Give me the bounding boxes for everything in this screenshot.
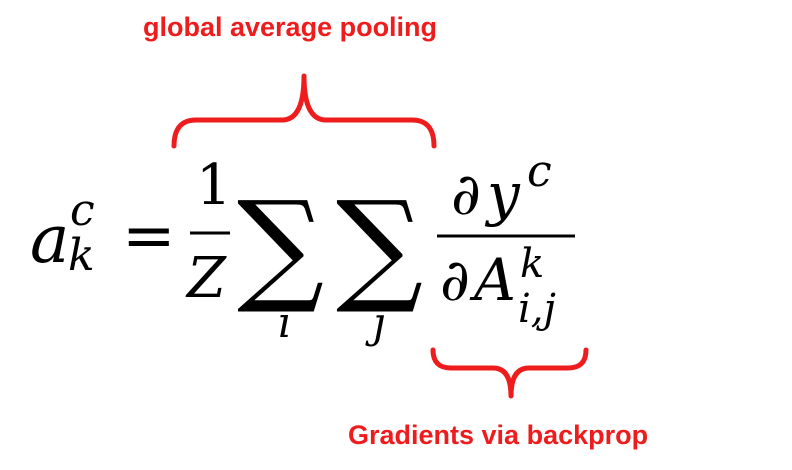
denominator-subscript-ij: i,j [518,286,556,332]
lhs-a: a [30,201,69,278]
gradients-via-backprop-label: Gradients via backprop [348,420,649,450]
sum-symbol-j: ∑ [336,175,423,317]
bottom-brace [430,347,589,399]
top-brace [171,73,437,149]
lhs-subscript-k: k [68,230,95,281]
numerator-partial: ∂ [451,160,481,228]
equals-sign: = [122,199,176,273]
lhs-superscript-c: c [70,185,95,236]
denominator-superscript-k: k [520,241,544,287]
global-average-pooling-label: global average pooling [143,12,438,42]
denominator-partial: ∂ [440,246,470,314]
sum-index-i: i [278,298,291,347]
numerator-y: y [484,160,521,228]
numerator-superscript-c: c [527,146,552,197]
fraction-numerator-1: 1 [196,153,232,218]
denominator-a: A [469,246,516,314]
fraction-denominator-z: Z [185,246,227,311]
sum-symbol-i: ∑ [237,175,324,317]
